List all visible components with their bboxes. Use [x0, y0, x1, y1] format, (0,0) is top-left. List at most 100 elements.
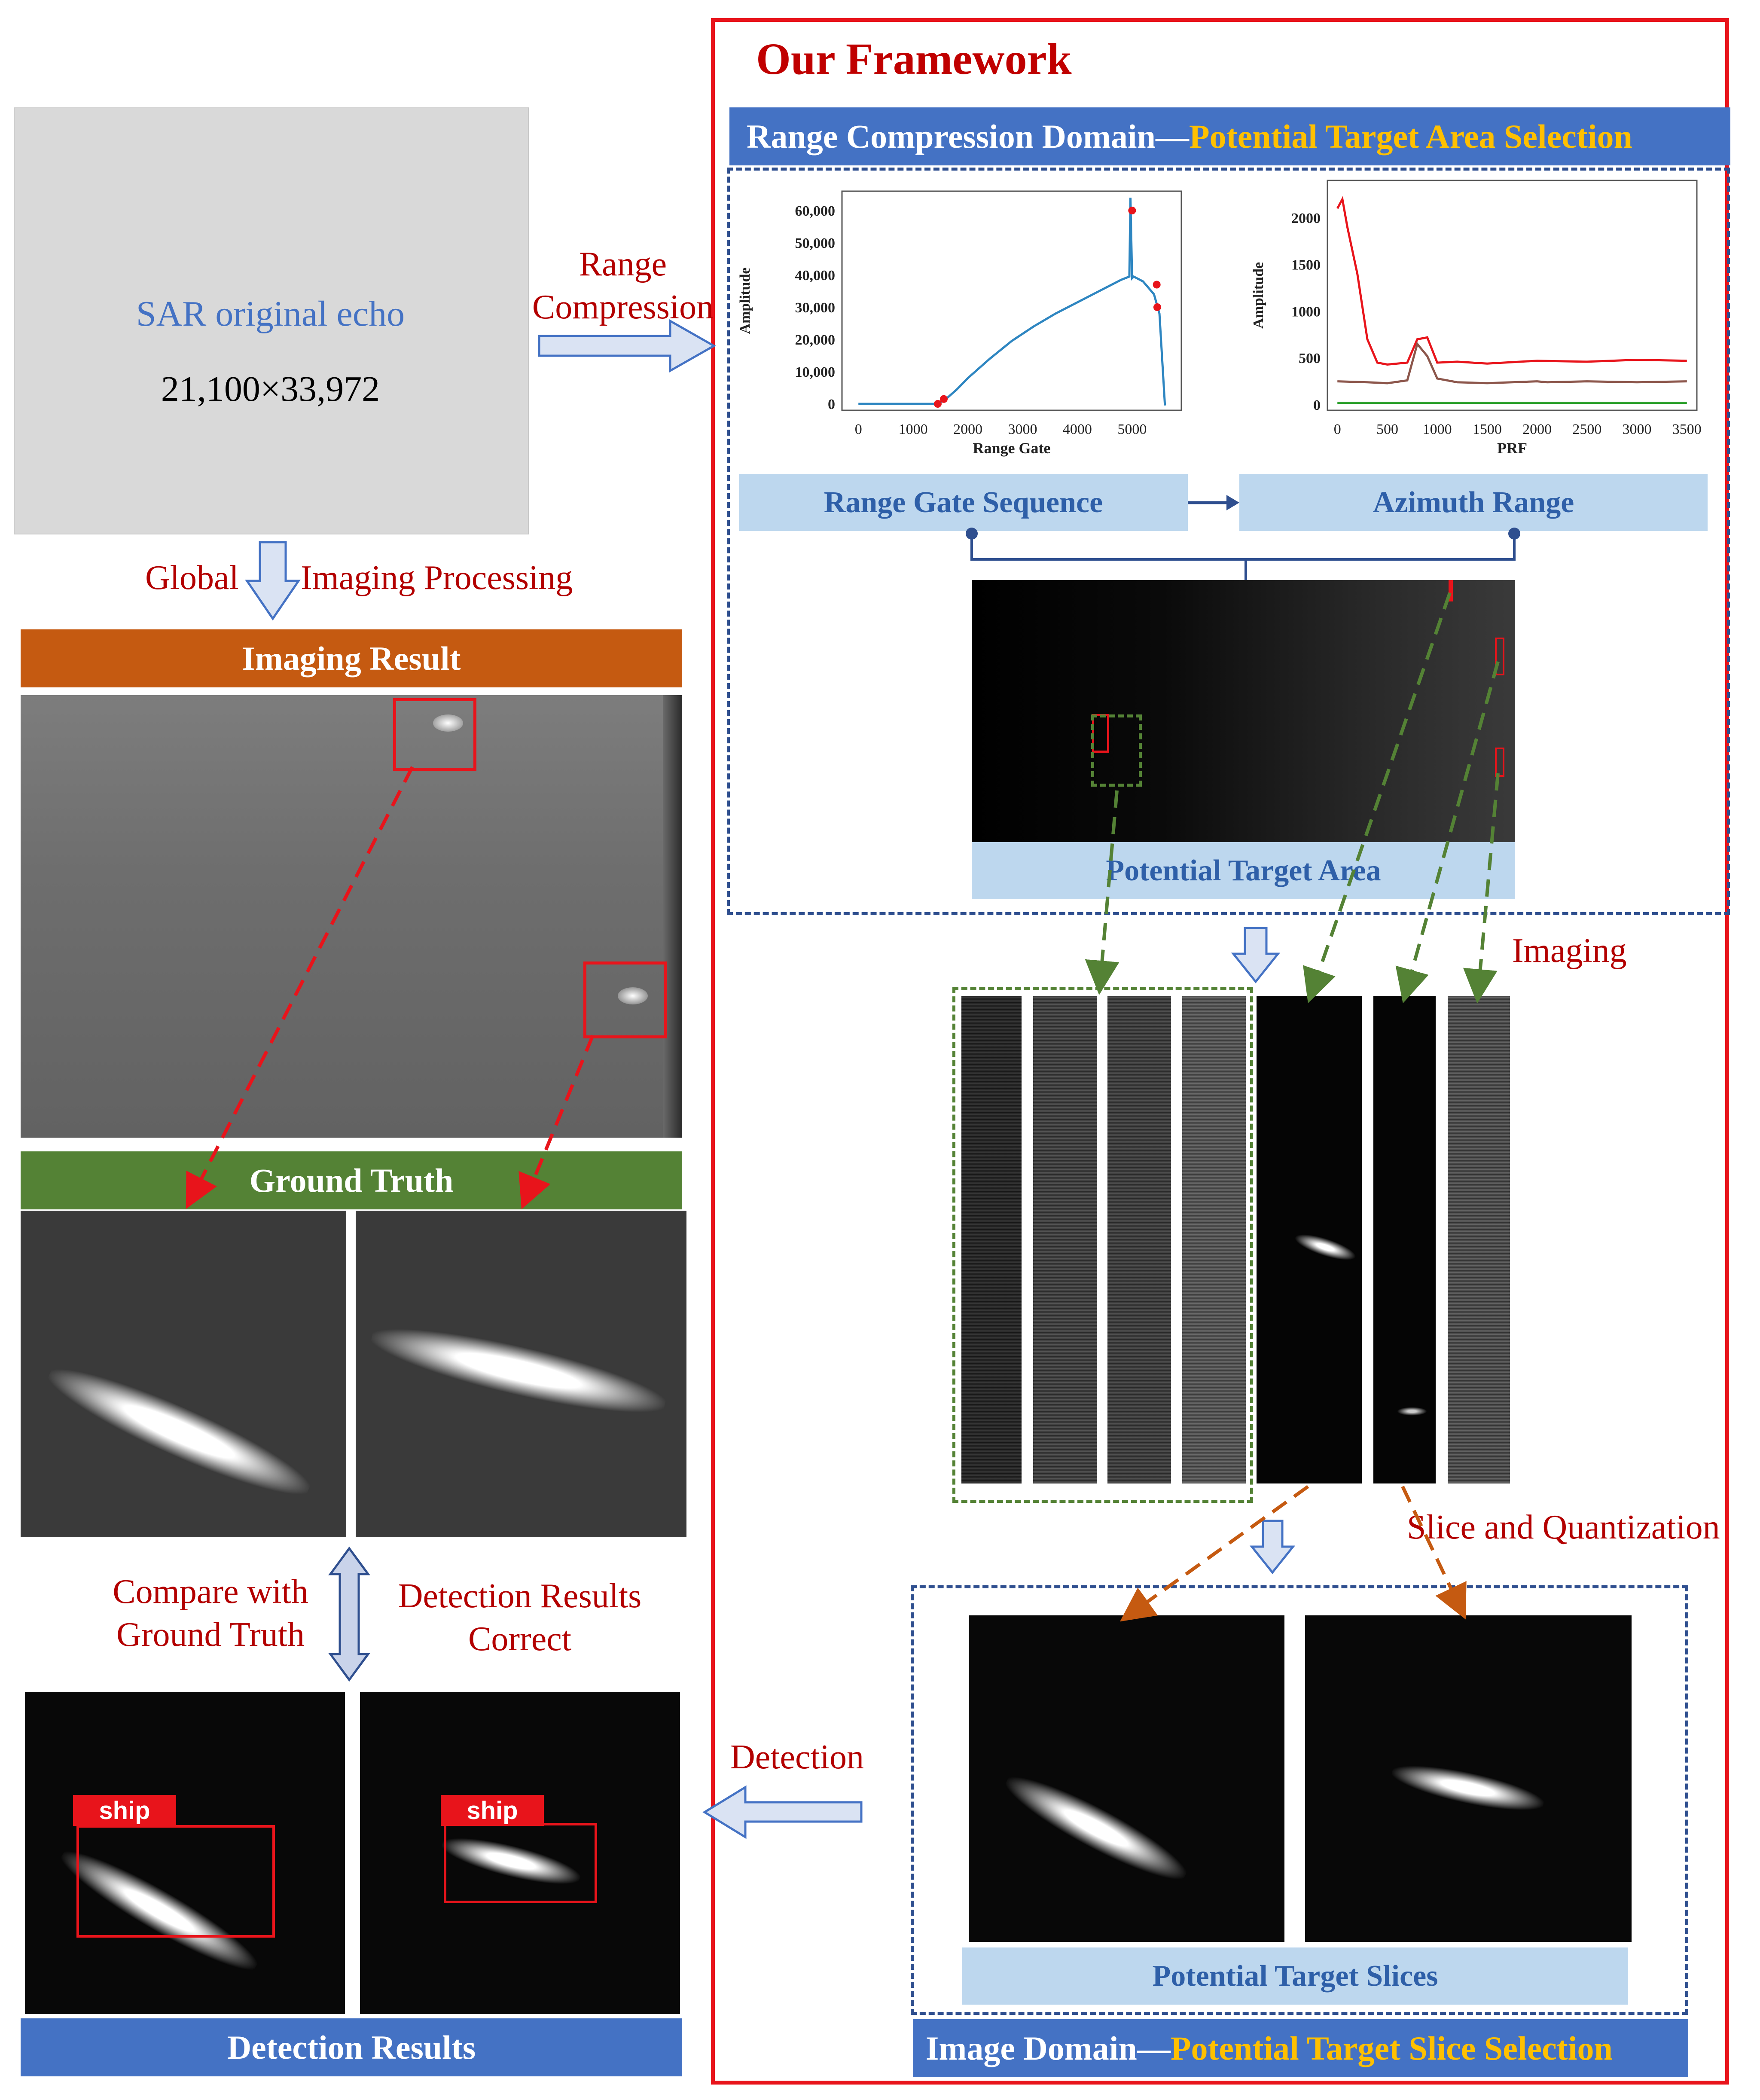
strip-4 — [1182, 996, 1246, 1483]
range-domain-title-2: Potential Target Area Selection — [1189, 117, 1632, 155]
chart-0-xtick: 3000 — [1008, 421, 1037, 437]
ship-label-1: ship — [73, 1795, 176, 1826]
chart-0-ytick: 20,000 — [795, 332, 836, 348]
chart-1-ylabel: Amplitude — [1251, 262, 1266, 329]
sar-echo-size: 21,100×33,972 — [161, 369, 380, 409]
range-domain-box — [727, 168, 1730, 915]
strip-1 — [961, 996, 1022, 1483]
image-domain-title-1: Image Domain — [926, 2029, 1137, 2067]
slice-image-2 — [1305, 1615, 1632, 1942]
chart-0-xtick: 1000 — [899, 421, 928, 437]
chart-1-ytick: 2000 — [1291, 211, 1321, 226]
range-domain-title-1: Range Compression Domain — [747, 117, 1156, 155]
imaging-label: Imaging — [1512, 932, 1627, 970]
framework-title: Our Framework — [756, 34, 1072, 84]
sar-echo-box — [14, 107, 529, 534]
chart-1-xtick: 3500 — [1672, 421, 1702, 437]
range-domain-title-dash: — — [1155, 117, 1189, 155]
range-label-2: Compression — [532, 288, 714, 326]
ground-truth-image-1 — [21, 1211, 346, 1537]
chart-1-xtick: 500 — [1376, 421, 1398, 437]
chart-0-point — [1153, 281, 1161, 289]
imaging-target-box-1 — [393, 698, 476, 771]
imaging-result-image — [21, 695, 682, 1138]
chart-1-xtick: 1000 — [1423, 421, 1452, 437]
chart-0-point — [940, 395, 948, 403]
target-area-dashed-box — [1091, 714, 1142, 787]
strip-2 — [1033, 996, 1097, 1483]
range-label-1: Range — [579, 245, 667, 283]
detection-correct-label-2: Correct — [468, 1620, 571, 1658]
potential-target-area-box: Potential Target Area — [972, 842, 1515, 899]
chart-0-point — [1128, 207, 1136, 214]
slice-label: Slice and Quantization — [1407, 1508, 1720, 1546]
chart-0-point — [933, 400, 942, 408]
chart-1-ytick: 500 — [1299, 351, 1321, 366]
detection-results-title: Detection Results — [21, 2018, 682, 2076]
image-domain-title-dash: — — [1137, 2029, 1171, 2067]
chart-0-ytick: 10,000 — [795, 364, 836, 380]
chart-1-xtick: 1500 — [1473, 421, 1502, 437]
chart-1-ytick: 1500 — [1291, 257, 1321, 273]
image-domain-box — [911, 1585, 1688, 2015]
framework-frame — [711, 18, 1729, 2085]
slice-image-1 — [969, 1615, 1284, 1942]
chart-1-xtick: 2000 — [1522, 421, 1552, 437]
chart-1-xtick: 0 — [1334, 421, 1341, 437]
chart-1-ytick: 1000 — [1291, 304, 1321, 320]
chart-0-ytick: 30,000 — [795, 300, 836, 316]
potential-target-slices-box: Potential Target Slices — [962, 1947, 1628, 2005]
ship-label-2: ship — [441, 1795, 544, 1826]
chart-0-frame — [841, 190, 1182, 411]
chart-1-xlabel: PRF — [1497, 440, 1527, 457]
chart-0-xtick: 5000 — [1117, 421, 1147, 437]
chart-0-xtick: 4000 — [1063, 421, 1092, 437]
chart-0-xlabel: Range Gate — [973, 440, 1051, 457]
detection-image-2: ship — [360, 1692, 680, 2014]
chart-0-ytick: 50,000 — [795, 235, 836, 251]
strip-5 — [1257, 996, 1362, 1483]
imaging-target-box-2 — [583, 961, 667, 1038]
global-label: Global — [145, 559, 239, 597]
compare-label-2: Ground Truth — [116, 1615, 305, 1654]
detection-correct-label-1: Detection Results — [398, 1577, 642, 1615]
chart-0-xtick: 2000 — [953, 421, 982, 437]
chart-0-ytick: 60,000 — [795, 203, 836, 219]
strip-7 — [1448, 996, 1510, 1483]
range-domain-header: Range Compression Domain — Potential Tar… — [729, 107, 1730, 165]
chart-1-xtick: 3000 — [1623, 421, 1652, 437]
chart-1-series-red — [1336, 195, 1687, 366]
chart-1-frame — [1327, 180, 1698, 411]
range-gate-sequence-box: Range Gate Sequence — [739, 474, 1188, 531]
chart-0-ylabel: Amplitude — [737, 268, 753, 334]
ground-truth-title: Ground Truth — [21, 1151, 682, 1209]
imaging-processing-label: Imaging Processing — [301, 559, 573, 597]
chart-0-ytick: 0 — [828, 397, 835, 412]
chart-1-series-brown — [1337, 342, 1687, 385]
detection-image-1: ship — [25, 1692, 345, 2014]
chart-0-ytick: 40,000 — [795, 268, 836, 284]
strip-6 — [1373, 996, 1436, 1483]
imaging-result-title: Imaging Result — [21, 629, 682, 687]
chart-0-xtick: 0 — [855, 421, 862, 437]
chart-1-xtick: 2500 — [1572, 421, 1601, 437]
chart-0-series-amplitude — [858, 197, 1166, 406]
chart-1-ytick: 0 — [1313, 397, 1321, 413]
strip-3 — [1107, 996, 1171, 1483]
chart-0-point — [1153, 303, 1161, 311]
detection-label: Detection — [730, 1738, 864, 1776]
image-domain-header: Image Domain — Potential Target Slice Se… — [913, 2019, 1688, 2077]
compare-label-1: Compare with — [113, 1572, 308, 1611]
azimuth-range-box: Azimuth Range — [1239, 474, 1708, 531]
ground-truth-image-2 — [356, 1211, 686, 1537]
sar-echo-label: SAR original echo — [136, 293, 405, 334]
image-domain-title-2: Potential Target Slice Selection — [1170, 2029, 1613, 2067]
